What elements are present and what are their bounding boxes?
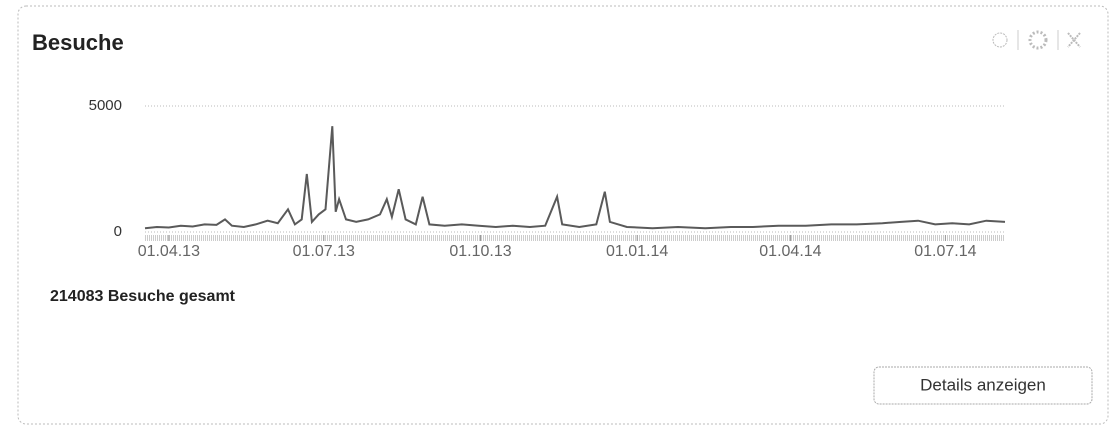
widget-border [17, 5, 1109, 425]
widget-title: Besuche [32, 30, 124, 55]
x-tick-label: 01.07.13 [293, 243, 355, 260]
x-tick-label: 01.04.14 [759, 243, 821, 260]
close-icon[interactable] [1067, 32, 1081, 48]
button-label[interactable]: Details anzeigen [920, 375, 1046, 394]
y-tick-label: 5000 [89, 97, 122, 114]
x-tick-label: 01.07.14 [914, 243, 976, 260]
details-button[interactable]: Details anzeigen [873, 366, 1093, 405]
help-icon[interactable] [992, 32, 1008, 48]
visits-line [144, 126, 1006, 230]
settings-icon[interactable] [1028, 30, 1048, 50]
x-tick-label: 01.10.13 [449, 243, 511, 260]
x-tick-label: 01.01.14 [606, 243, 668, 260]
y-tick-label: 0 [114, 223, 122, 240]
total-visits: 214083 Besuche gesamt [50, 288, 236, 305]
chart: 0 5000 01.04.13 01.07.13 01.10.13 01.01.14 01.… [89, 97, 1006, 260]
x-tick-label: 01.04.13 [138, 243, 200, 260]
